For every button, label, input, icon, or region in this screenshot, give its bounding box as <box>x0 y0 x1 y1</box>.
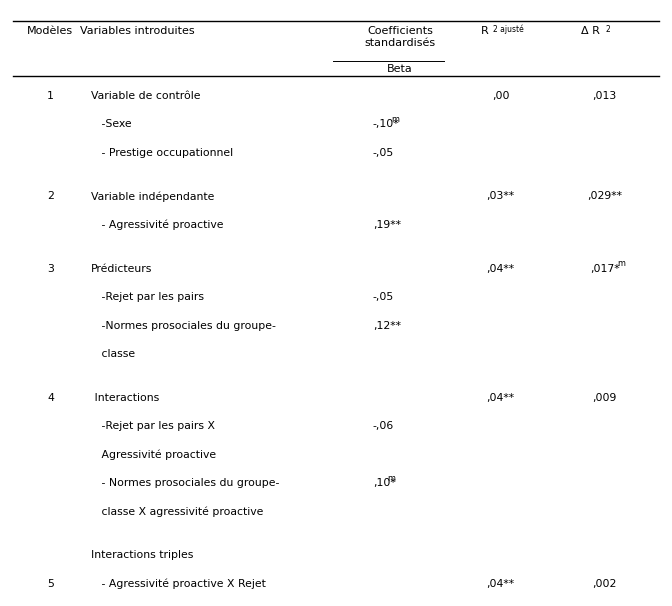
Text: Variable de contrôle: Variable de contrôle <box>91 91 200 101</box>
Text: Prédicteurs: Prédicteurs <box>91 264 152 274</box>
Text: ,19**: ,19** <box>373 220 401 230</box>
Text: -,10*: -,10* <box>373 119 400 130</box>
Text: classe: classe <box>91 349 135 359</box>
Text: m: m <box>618 259 626 268</box>
Text: Variables introduites: Variables introduites <box>81 26 195 36</box>
Text: -Normes prosociales du groupe-: -Normes prosociales du groupe- <box>91 321 276 331</box>
Text: -,05: -,05 <box>373 148 394 158</box>
Text: ,10*: ,10* <box>373 478 396 488</box>
Text: 5: 5 <box>47 579 54 589</box>
Text: Interactions: Interactions <box>91 393 159 403</box>
Text: 2: 2 <box>47 191 54 202</box>
Text: -Rejet par les pairs X: -Rejet par les pairs X <box>91 421 215 431</box>
Text: ,04**: ,04** <box>487 579 515 589</box>
Text: -Sexe: -Sexe <box>91 119 131 130</box>
Text: ,00: ,00 <box>492 91 509 101</box>
Text: Δ R: Δ R <box>581 26 600 36</box>
Text: ,017*: ,017* <box>590 264 620 274</box>
Text: Variable indépendante: Variable indépendante <box>91 191 214 202</box>
Text: 4: 4 <box>47 393 54 403</box>
Text: m: m <box>388 474 396 483</box>
Text: Coefficients
standardisés: Coefficients standardisés <box>364 26 435 48</box>
Text: ,12**: ,12** <box>373 321 401 331</box>
Text: ,03**: ,03** <box>487 191 515 202</box>
Text: ,029**: ,029** <box>587 191 622 202</box>
Text: -Rejet par les pairs: -Rejet par les pairs <box>91 292 204 302</box>
Text: -,06: -,06 <box>373 421 394 431</box>
Text: m: m <box>391 115 399 124</box>
Text: -,05: -,05 <box>373 292 394 302</box>
Text: Agressivité proactive: Agressivité proactive <box>91 450 216 460</box>
Text: Modèles: Modèles <box>27 26 73 36</box>
Text: ,04**: ,04** <box>487 264 515 274</box>
Text: ,009: ,009 <box>593 393 617 403</box>
Text: Interactions triples: Interactions triples <box>91 550 193 561</box>
Text: - Normes prosociales du groupe-: - Normes prosociales du groupe- <box>91 478 279 488</box>
Text: - Agressivité proactive: - Agressivité proactive <box>91 220 223 230</box>
Text: ,013: ,013 <box>593 91 617 101</box>
Text: 1: 1 <box>47 91 54 101</box>
Text: classe X agressivité proactive: classe X agressivité proactive <box>91 507 263 517</box>
Text: - Agressivité proactive X Rejet: - Agressivité proactive X Rejet <box>91 579 265 589</box>
Text: ,002: ,002 <box>593 579 617 589</box>
Text: Beta: Beta <box>387 64 413 74</box>
Text: R: R <box>480 26 489 36</box>
Text: 3: 3 <box>47 264 54 274</box>
Text: 2: 2 <box>605 25 610 34</box>
Text: 2 ajusté: 2 ajusté <box>493 25 523 35</box>
Text: - Prestige occupationnel: - Prestige occupationnel <box>91 148 233 158</box>
Text: ,04**: ,04** <box>487 393 515 403</box>
